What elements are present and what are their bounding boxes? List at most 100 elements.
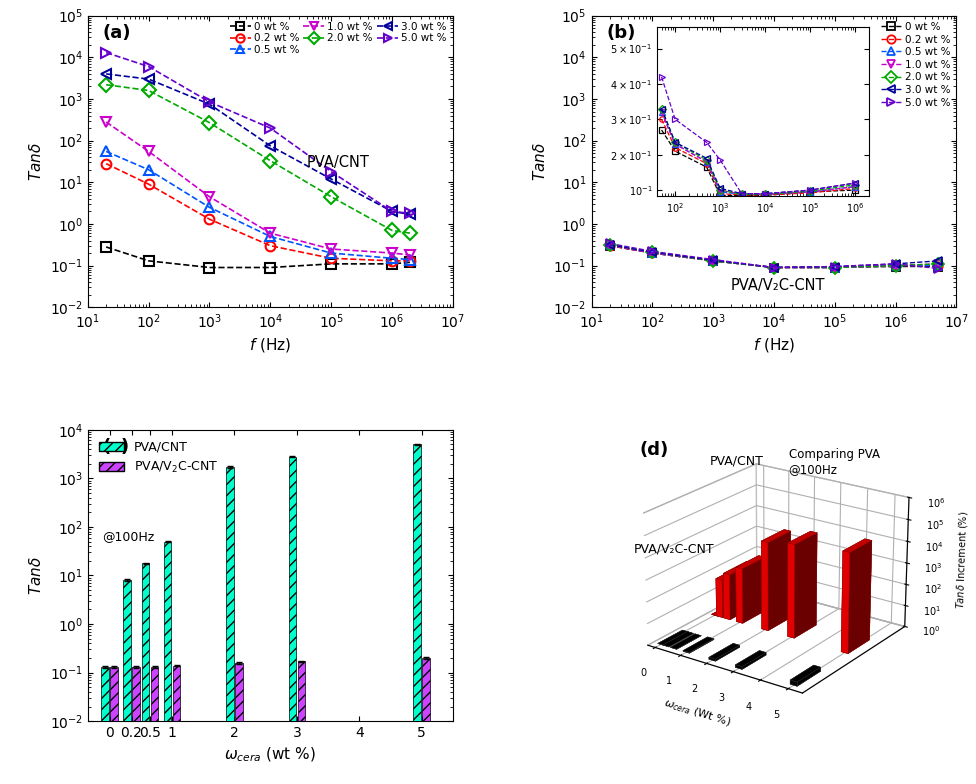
0.5 wt % <box>142 165 154 175</box>
2.0 wt % <box>142 85 154 95</box>
1.0 wt % <box>325 245 337 254</box>
2.0 wt % <box>890 261 902 270</box>
0 wt % <box>890 262 902 271</box>
0.5 wt % <box>386 253 398 263</box>
Y-axis label: $Tan\delta$: $Tan\delta$ <box>532 142 548 181</box>
1.0 wt % <box>264 228 276 238</box>
0.2 wt % <box>708 256 719 266</box>
3.0 wt % <box>325 174 337 183</box>
5.0 wt % <box>264 123 276 132</box>
Line: 2.0 wt %: 2.0 wt % <box>102 80 415 238</box>
5.0 wt % <box>708 255 719 264</box>
Line: 1.0 wt %: 1.0 wt % <box>606 241 943 272</box>
0.5 wt % <box>708 256 719 266</box>
2.0 wt % <box>604 240 616 249</box>
0.5 wt % <box>932 261 944 270</box>
0 wt % <box>604 241 616 250</box>
5.0 wt % <box>646 247 658 256</box>
0.2 wt % <box>604 241 616 250</box>
1.0 wt % <box>890 261 902 270</box>
2.0 wt % <box>204 118 216 127</box>
0 wt % <box>386 260 398 269</box>
0.2 wt % <box>404 256 416 266</box>
3.0 wt % <box>768 263 780 272</box>
2.0 wt % <box>829 263 840 272</box>
0 wt % <box>142 256 154 266</box>
0 wt % <box>101 242 112 252</box>
2.0 wt % <box>264 156 276 165</box>
0.5 wt % <box>604 241 616 250</box>
3.0 wt % <box>829 262 840 271</box>
Bar <box>298 662 305 784</box>
Text: Comparing PVA
@100Hz: Comparing PVA @100Hz <box>789 448 879 477</box>
0 wt % <box>932 262 944 271</box>
5.0 wt % <box>890 260 902 269</box>
0.5 wt % <box>101 147 112 156</box>
5.0 wt % <box>325 167 337 176</box>
Line: 0.2 wt %: 0.2 wt % <box>606 241 943 272</box>
5.0 wt % <box>829 262 840 271</box>
1.0 wt % <box>932 260 944 269</box>
Bar <box>142 563 149 784</box>
0.5 wt % <box>404 255 416 264</box>
3.0 wt % <box>932 256 944 266</box>
0 wt % <box>768 263 780 272</box>
2.0 wt % <box>386 226 398 235</box>
0 wt % <box>829 263 840 272</box>
Text: PVA/V₂C-CNT: PVA/V₂C-CNT <box>730 278 825 292</box>
Bar <box>133 667 140 784</box>
0 wt % <box>204 263 216 272</box>
0.5 wt % <box>264 232 276 241</box>
Text: PVA/CNT: PVA/CNT <box>306 155 370 170</box>
Bar <box>289 456 296 784</box>
1.0 wt % <box>829 263 840 272</box>
1.0 wt % <box>604 241 616 250</box>
X-axis label: $\omega_{cera}$ (Wt %): $\omega_{cera}$ (Wt %) <box>662 696 732 729</box>
3.0 wt % <box>646 248 658 257</box>
X-axis label: $\omega_{cera}$ (wt %): $\omega_{cera}$ (wt %) <box>224 746 316 764</box>
Text: (b): (b) <box>606 24 635 42</box>
0.5 wt % <box>325 249 337 258</box>
Text: PVA/V₂C-CNT: PVA/V₂C-CNT <box>634 543 714 555</box>
Line: 2.0 wt %: 2.0 wt % <box>606 241 943 272</box>
0.2 wt % <box>646 249 658 258</box>
1.0 wt % <box>101 118 112 127</box>
3.0 wt % <box>890 260 902 269</box>
0 wt % <box>325 260 337 269</box>
5.0 wt % <box>142 62 154 71</box>
Bar <box>414 445 421 784</box>
5.0 wt % <box>768 263 780 272</box>
X-axis label: $f$ (Hz): $f$ (Hz) <box>249 336 292 354</box>
Line: 1.0 wt %: 1.0 wt % <box>102 117 415 260</box>
0.2 wt % <box>101 159 112 169</box>
0 wt % <box>708 256 719 266</box>
Bar <box>110 667 118 784</box>
Text: PVA/CNT: PVA/CNT <box>710 455 764 468</box>
Text: (c): (c) <box>102 438 130 456</box>
Bar <box>151 667 158 784</box>
3.0 wt % <box>142 74 154 84</box>
5.0 wt % <box>386 207 398 216</box>
3.0 wt % <box>386 207 398 216</box>
Text: (a): (a) <box>102 24 131 42</box>
Line: 0.5 wt %: 0.5 wt % <box>102 147 415 264</box>
0.5 wt % <box>204 203 216 212</box>
3.0 wt % <box>264 141 276 151</box>
5.0 wt % <box>604 239 616 249</box>
Bar <box>164 542 172 784</box>
Bar <box>102 667 109 784</box>
Line: 0.5 wt %: 0.5 wt % <box>606 241 943 272</box>
0.2 wt % <box>890 261 902 270</box>
1.0 wt % <box>142 147 154 156</box>
Line: 3.0 wt %: 3.0 wt % <box>102 69 415 220</box>
Legend: PVA/CNT, PVA/V$_2$C-CNT: PVA/CNT, PVA/V$_2$C-CNT <box>94 436 224 481</box>
0.2 wt % <box>204 215 216 224</box>
Legend: 0 wt %, 0.2 wt %, 0.5 wt %, 1.0 wt %, 2.0 wt %, 3.0 wt %, 5.0 wt %: 0 wt %, 0.2 wt %, 0.5 wt %, 1.0 wt %, 2.… <box>228 21 448 56</box>
Line: 0 wt %: 0 wt % <box>606 241 943 272</box>
Y-axis label: $Tan\delta$: $Tan\delta$ <box>28 556 44 595</box>
3.0 wt % <box>604 240 616 249</box>
3.0 wt % <box>404 209 416 219</box>
0.2 wt % <box>142 180 154 189</box>
1.0 wt % <box>708 256 719 266</box>
2.0 wt % <box>708 256 719 266</box>
